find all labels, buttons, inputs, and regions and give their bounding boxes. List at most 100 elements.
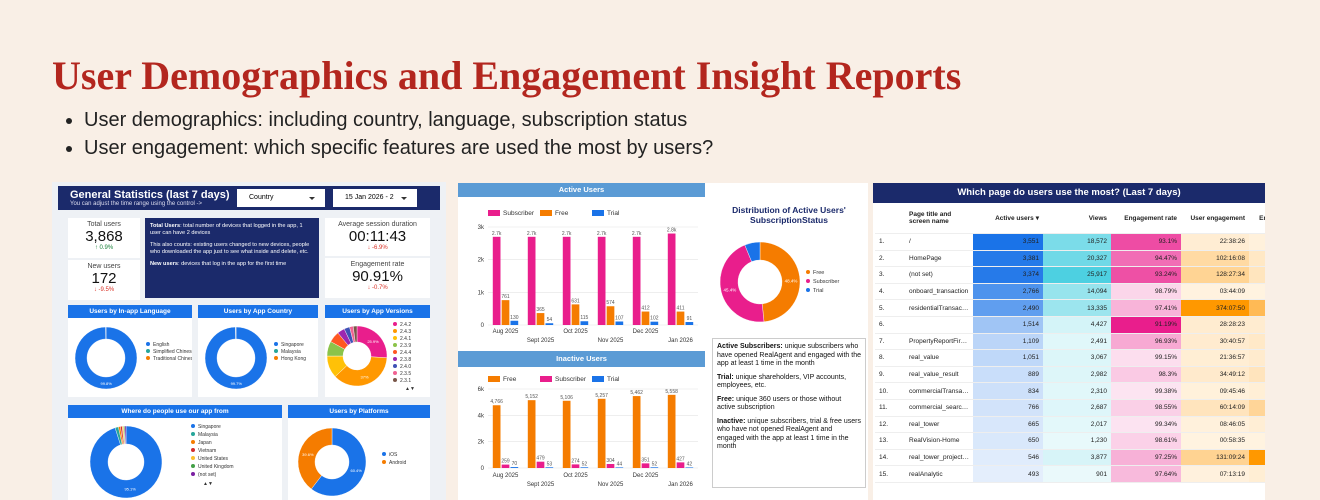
column-header[interactable]: Engagement rate [1111, 203, 1181, 234]
chart-card: Users by App Versions 25.9% 37% 2.4.2 2.4.3 2… [325, 305, 430, 397]
table-cell: 2,491 [1043, 333, 1111, 351]
dropdown[interactable]: 15 Jan 2026 - 2 [333, 189, 417, 207]
legend-label: Android [389, 460, 406, 466]
legend-label: Subscriber [555, 376, 587, 383]
donut-title: Distribution of Active Users' Subscripti… [732, 205, 846, 225]
chart-card: Where do people use our app from 95.1% Sin… [68, 405, 282, 500]
table-cell: 09:45:46 [1181, 382, 1249, 400]
metric-value: 3,868 [85, 228, 123, 245]
column-header[interactable]: User engagement [1181, 203, 1249, 234]
bar [510, 320, 519, 325]
bar-value-label: 54 [547, 317, 553, 323]
bar-value-label: 411 [677, 306, 685, 312]
legend-dot [393, 357, 397, 361]
legend-label: Free [555, 210, 569, 217]
legend-label: United Kingdom [198, 464, 234, 470]
definition: Active Subscribers: unique subscribers w… [717, 343, 861, 369]
column-header[interactable]: Active users ▾ [973, 203, 1043, 234]
legend-label: Japan [198, 440, 212, 446]
slice-label: 48.4% [785, 278, 798, 283]
chart-header: Active Users [458, 183, 705, 197]
table-cell: 00:02:21 [1249, 366, 1265, 384]
info-paragraph: New users: devices that log in the app f… [150, 261, 314, 268]
legend-label: 2.4.4 [400, 350, 411, 356]
column-header[interactable]: Average Engagement Time per User [1249, 203, 1265, 234]
slice-label: 45.4% [724, 288, 737, 293]
bar-value-label: 42 [687, 461, 693, 467]
legend-dot [191, 456, 195, 460]
definition-text: unique 360 users or those without active… [717, 395, 842, 412]
table-cell: 9. [875, 366, 905, 384]
column-header[interactable]: Page title and screen name [905, 203, 973, 234]
table-header: Which page do users use the most? (Last … [873, 183, 1265, 203]
chart: 95.1% Singapore Malaysia Japan Vietnam United… [89, 424, 234, 499]
table-cell: 13. [875, 432, 905, 450]
table-cell: 10. [875, 382, 905, 400]
legend-label: Vietnam [198, 448, 216, 454]
table-cell: 2,017 [1043, 416, 1111, 434]
table-cell: 00:00:22 [1249, 233, 1265, 251]
legend-dot [191, 472, 195, 476]
table-cell: 834 [973, 382, 1043, 400]
table-cell: 650 [973, 432, 1043, 450]
page-name: commercial_search_result [905, 399, 973, 417]
bar [641, 463, 650, 468]
legend-label: 2.3.1 [400, 378, 411, 384]
column-header[interactable]: Views [1043, 203, 1111, 234]
x-tick-label: Jan 2026 [668, 482, 693, 488]
table-cell: 22:38:26 [1181, 233, 1249, 251]
x-tick-label: Jan 2026 [668, 338, 693, 344]
bullet: User demographics: including country, la… [84, 106, 713, 134]
bar [650, 321, 659, 325]
definition-term: Inactive: [717, 417, 746, 425]
definition-text: unique subscribers who have opened RealA… [717, 343, 862, 367]
table-cell: 08:46:05 [1181, 416, 1249, 434]
chart: 60.4% 39.6% iOS Android [297, 427, 406, 497]
table-cell: 1. [875, 233, 905, 251]
bar-value-label: 761 [501, 294, 510, 300]
table-cell: 15. [875, 465, 905, 483]
legend-label: 2.3.8 [400, 357, 411, 363]
page-name: onboard_transaction [905, 283, 973, 301]
page-name: real_value [905, 349, 973, 367]
legend-dot [191, 432, 195, 436]
info-term: Total Users [150, 223, 181, 229]
bar-value-label: 44 [617, 461, 623, 467]
table-cell: 12. [875, 416, 905, 434]
bar-value-label: 351 [641, 457, 650, 463]
legend-swatch [592, 210, 604, 216]
bar [580, 467, 589, 468]
metric-card: New users 172 ↓ -9.5% [68, 260, 140, 300]
pie-slice [297, 427, 333, 490]
page-name: realAnalytic [905, 465, 973, 483]
table-cell: 00:00:47 [1249, 416, 1265, 434]
legend-dot [393, 350, 397, 354]
slice-label: 37% [361, 375, 369, 380]
legend-label: Trial [813, 288, 824, 294]
legend-dot [191, 464, 195, 468]
table-cell: 97.64% [1111, 465, 1181, 483]
stats-subtitle: You can adjust the time range using the … [70, 201, 203, 207]
table-cell: 00:58:35 [1181, 432, 1249, 450]
info-box: Total Users: total number of devices tha… [145, 218, 319, 298]
table-cell: 7. [875, 333, 905, 351]
metric-label: Average session duration [338, 221, 417, 228]
x-tick-label: Dec 2025 [633, 329, 659, 335]
legend-dot [382, 460, 386, 464]
chart: 0 1k 2k 3k Aug 2025 2.7k 761 130 Sept 2025 2.7k 36… [478, 210, 698, 344]
table-cell: 2. [875, 250, 905, 268]
x-tick-label: Aug 2025 [493, 473, 519, 479]
pie-slice [204, 326, 268, 390]
bar-value-label: 107 [615, 316, 624, 322]
bar [527, 236, 536, 325]
table-cell: 00:01:07 [1249, 316, 1265, 334]
bar [641, 311, 650, 325]
legend-dot [274, 356, 278, 360]
definition-text: unique subscribers, trial & free users w… [717, 417, 861, 451]
y-tick-label: 0 [481, 466, 485, 472]
bar [571, 304, 580, 325]
dropdown[interactable]: Country [237, 189, 325, 207]
table-cell: 00:00:52 [1249, 465, 1265, 483]
legend-dot [191, 424, 195, 428]
